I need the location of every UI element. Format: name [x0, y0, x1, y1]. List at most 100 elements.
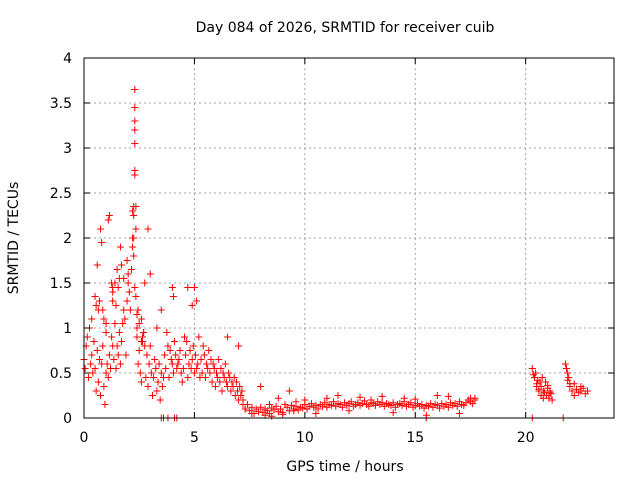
data-point: [125, 288, 133, 296]
data-point: [197, 356, 205, 363]
data-point: [248, 410, 256, 417]
data-point: [232, 378, 240, 386]
data-point: [186, 347, 194, 354]
data-point: [113, 266, 121, 273]
data-point: [108, 279, 116, 287]
data-point: [184, 284, 192, 291]
chart-title: Day 084 of 2026, SRMTID for receiver cui…: [196, 20, 495, 36]
data-point: [398, 401, 406, 409]
data-point: [307, 400, 315, 408]
data-point: [469, 400, 477, 408]
data-point: [100, 315, 108, 323]
data-point: [248, 403, 256, 411]
data-point: [115, 329, 123, 336]
data-point: [211, 383, 219, 390]
x-tick-label: 5: [190, 430, 199, 446]
data-point: [356, 393, 364, 401]
y-tick-label: 0.5: [50, 366, 72, 382]
data-point: [134, 360, 142, 368]
data-point: [132, 293, 140, 300]
data-point: [91, 365, 99, 372]
data-point: [156, 396, 164, 404]
data-point: [230, 374, 238, 381]
data-point: [455, 410, 463, 417]
data-point: [144, 225, 152, 233]
data-point: [193, 365, 201, 372]
data-point: [227, 387, 235, 395]
data-point: [188, 356, 196, 363]
data-point: [104, 374, 112, 381]
data-point: [177, 369, 185, 377]
data-point: [539, 394, 547, 402]
data-point: [144, 383, 152, 390]
data-point: [239, 396, 247, 404]
data-point: [94, 378, 102, 386]
data-point: [207, 356, 215, 363]
data-point: [154, 378, 162, 386]
data-point: [113, 342, 121, 350]
data-point: [444, 403, 452, 411]
data-point: [268, 412, 276, 420]
data-point: [290, 407, 298, 415]
data-point: [215, 356, 223, 363]
data-point: [254, 408, 262, 416]
data-point: [360, 397, 368, 405]
data-point: [143, 351, 151, 359]
data-point: [200, 351, 208, 359]
data-point: [347, 398, 355, 406]
data-point: [243, 401, 251, 408]
data-point: [137, 338, 145, 345]
data-point: [99, 306, 107, 314]
data-point: [137, 378, 145, 386]
data-point: [206, 369, 214, 377]
data-point: [208, 378, 216, 386]
data-point: [133, 311, 141, 318]
data-point: [109, 288, 117, 296]
data-point: [175, 356, 183, 363]
data-point: [561, 360, 569, 368]
data-point: [563, 365, 571, 372]
data-point: [327, 401, 335, 409]
data-point: [130, 252, 138, 260]
data-points: [80, 86, 591, 422]
axis-ticks: 0 0.5 1 1.5 2 2.5 3 3.5 4 0 5 10 15 20: [50, 51, 614, 446]
data-point: [131, 284, 139, 291]
data-point: [157, 306, 165, 314]
data-point: [123, 257, 131, 264]
data-point: [91, 293, 99, 300]
data-point: [205, 347, 213, 354]
data-point: [345, 407, 353, 415]
data-point: [112, 302, 120, 309]
data-point: [183, 338, 191, 345]
data-point: [92, 387, 100, 395]
data-point: [217, 365, 225, 372]
data-point: [174, 360, 182, 368]
data-point: [453, 402, 461, 410]
data-point: [192, 351, 200, 359]
data-point: [146, 270, 154, 278]
x-tick-label: 15: [406, 430, 424, 446]
data-point: [330, 398, 338, 406]
data-point: [148, 392, 156, 399]
data-point: [194, 360, 202, 368]
data-point: [135, 320, 143, 327]
data-point: [323, 394, 331, 402]
data-point: [129, 234, 137, 242]
data-point: [134, 306, 142, 314]
data-point: [564, 369, 572, 377]
data-point: [124, 270, 132, 278]
data-point: [173, 365, 181, 372]
data-point: [213, 369, 220, 377]
data-point: [102, 329, 110, 336]
data-point: [140, 329, 148, 336]
data-point: [542, 378, 550, 386]
data-point: [400, 394, 408, 402]
data-point: [270, 406, 278, 414]
data-point: [120, 306, 128, 314]
data-point: [171, 338, 179, 345]
data-point: [572, 385, 580, 393]
data-point: [188, 302, 196, 309]
data-point: [101, 401, 109, 408]
data-point: [97, 392, 105, 399]
